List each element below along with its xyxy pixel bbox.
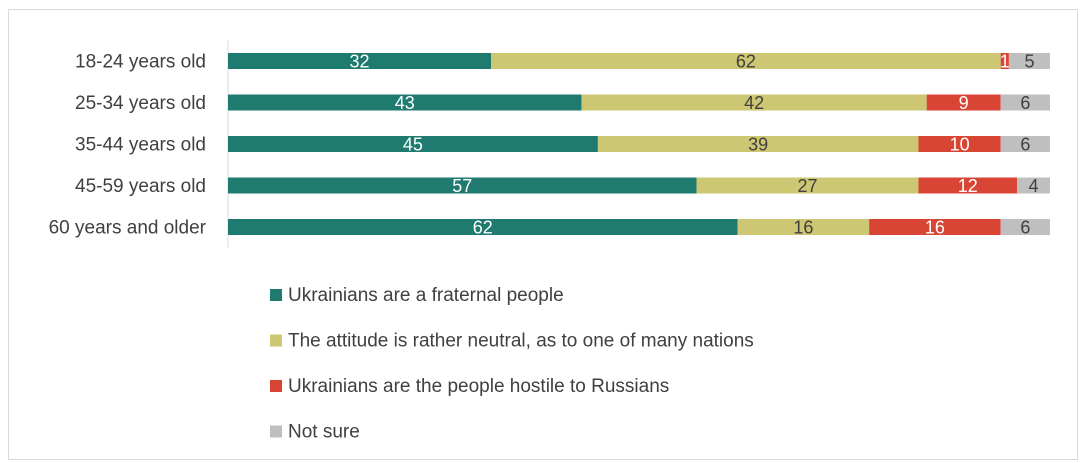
bar-segment: [597, 136, 919, 152]
bar-segment: [1008, 53, 1050, 69]
data-label: 39: [748, 135, 768, 155]
legend-swatch: [270, 425, 282, 438]
bar-segment: [918, 177, 1018, 194]
bars-layer: 32 62 1 5 43 42 9 6 45 39 10 6 57 27 12 4 62 16 16 6: [228, 52, 1050, 238]
bar-segment: [869, 219, 1001, 235]
data-label: 43: [395, 93, 415, 113]
bar-segment: [1000, 53, 1009, 69]
bar-segment: [926, 94, 1001, 111]
category-label: 25-34 years old: [75, 93, 206, 114]
data-label: 9: [959, 93, 969, 113]
data-label: 6: [1020, 93, 1030, 113]
bar-segment: [1000, 94, 1050, 111]
data-label: 32: [350, 52, 370, 72]
legend-label: Ukrainians are a fraternal people: [288, 285, 564, 306]
data-label: 6: [1020, 135, 1030, 155]
data-label: 62: [473, 218, 493, 238]
data-label: 27: [797, 176, 817, 196]
bar-segment: [918, 136, 1001, 152]
bar-segment: [228, 53, 492, 69]
data-label: 4: [1029, 176, 1039, 196]
bar-segment: [228, 219, 738, 235]
bar-segment: [696, 177, 919, 194]
data-label: 57: [452, 176, 472, 196]
bar-segment: [228, 177, 697, 194]
data-label: 1: [1000, 52, 1010, 72]
legend-label: The attitude is rather neutral, as to on…: [288, 331, 754, 352]
data-label: 5: [1024, 52, 1034, 72]
data-label: 62: [736, 52, 756, 72]
data-label: 6: [1020, 218, 1030, 238]
category-label: 35-44 years old: [75, 135, 206, 156]
data-label: 12: [958, 176, 978, 196]
legend: Ukrainians are a fraternal people The att…: [270, 285, 754, 443]
bar-segment: [1017, 177, 1050, 194]
bar-segment: [581, 94, 927, 111]
category-label: 18-24 years old: [75, 52, 206, 73]
legend-swatch: [270, 289, 282, 301]
bar-segment: [1000, 136, 1050, 152]
legend-label: Ukrainians are the people hostile to Rus…: [288, 376, 669, 397]
bar-segment: [737, 219, 870, 235]
category-label: 60 years and older: [49, 218, 207, 239]
bar-segment: [228, 136, 598, 152]
bar-segment: [1000, 219, 1050, 235]
data-label: 16: [925, 218, 945, 238]
bar-segment: [228, 94, 582, 111]
data-label: 45: [403, 135, 423, 155]
category-labels: 18-24 years old 25-34 years old 35-44 year…: [49, 52, 207, 239]
legend-label: Not sure: [288, 422, 360, 443]
legend-swatch: [270, 380, 282, 392]
bar-segment: [491, 53, 1001, 69]
data-label: 10: [950, 135, 970, 155]
category-label: 45-59 years old: [75, 176, 206, 197]
legend-swatch: [270, 334, 282, 347]
data-label: 16: [793, 218, 813, 238]
data-label: 42: [744, 93, 764, 113]
